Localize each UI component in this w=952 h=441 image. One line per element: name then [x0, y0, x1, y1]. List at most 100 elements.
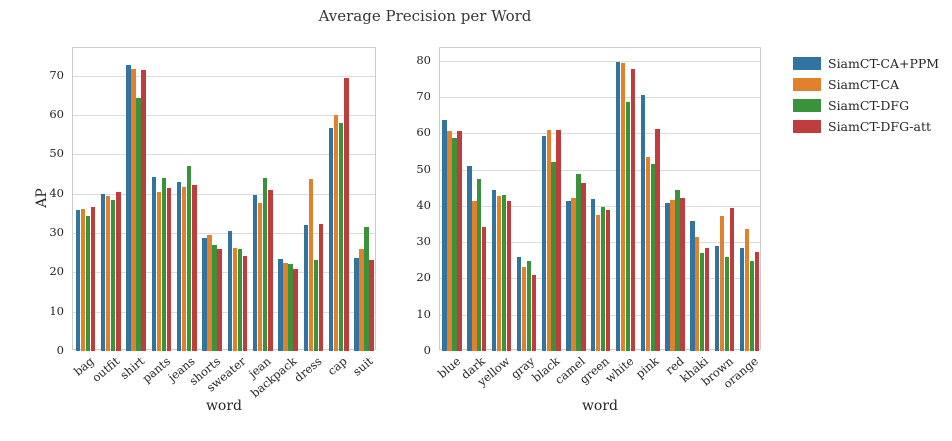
bar-SiamCT-DFG-gray	[526, 261, 532, 351]
bar-SiamCT-CA-cap	[333, 114, 339, 351]
y-tick-label: 50	[416, 161, 431, 176]
bar-SiamCT-CA-orange	[744, 229, 749, 351]
y-tick-label: 70	[416, 88, 431, 103]
bar-SiamCT-CA-pants	[156, 192, 162, 351]
bar-SiamCT-DFG-att-yellow	[506, 201, 512, 351]
y-tick-label: 20	[49, 264, 64, 279]
bar-SiamCT-DFG-att-jean	[268, 189, 273, 351]
bar-SiamCT-DFG-brown	[724, 256, 730, 351]
gridline	[73, 272, 375, 273]
legend-swatch-icon	[793, 99, 821, 112]
bar-SiamCT-CA+PPM-gray	[516, 257, 522, 351]
legend-swatch-icon	[793, 78, 821, 91]
bar-SiamCT-CA-blue	[447, 131, 452, 351]
bar-SiamCT-CA+PPM-jeans	[176, 181, 182, 351]
bar-SiamCT-CA+PPM-pink	[640, 95, 645, 351]
bar-SiamCT-CA+PPM-pants	[151, 177, 156, 351]
bar-SiamCT-DFG-sweater	[237, 249, 243, 351]
gridline	[73, 194, 375, 195]
bar-SiamCT-DFG-att-green	[605, 209, 611, 351]
bar-SiamCT-CA-white	[620, 63, 626, 351]
bar-SiamCT-DFG-att-bag	[90, 207, 96, 351]
legend-label: SiamCT-CA+PPM	[828, 56, 940, 71]
bar-SiamCT-CA-brown	[719, 215, 725, 351]
y-tick-label: 30	[416, 234, 431, 249]
bar-SiamCT-DFG-att-gray	[531, 274, 536, 351]
y-tick-label: 40	[49, 185, 64, 200]
bar-SiamCT-CA+PPM-green	[591, 199, 596, 351]
y-tick-label: 0	[56, 343, 64, 357]
gridline	[73, 115, 375, 116]
y-tick-label: 0	[423, 343, 431, 357]
bar-SiamCT-CA-jean	[257, 203, 263, 351]
legend: SiamCT-CA+PPM SiamCT-CA SiamCT-DFG SiamCT-D…	[793, 53, 939, 137]
bar-SiamCT-CA-suit	[359, 249, 364, 351]
legend-swatch-icon	[793, 57, 821, 70]
bar-SiamCT-CA+PPM-black	[541, 135, 546, 351]
x-axis-label: word	[205, 398, 243, 414]
bar-SiamCT-CA-black	[546, 130, 551, 351]
y-tick-label: 80	[416, 52, 431, 67]
bar-SiamCT-CA-red	[670, 200, 675, 351]
bar-SiamCT-CA-dress	[308, 178, 314, 351]
bar-SiamCT-DFG-att-khaki	[705, 247, 710, 351]
gridline	[440, 206, 760, 207]
bar-SiamCT-CA+PPM-backpack	[278, 258, 283, 351]
bar-SiamCT-DFG-blue	[452, 137, 457, 351]
bar-SiamCT-DFG-red	[675, 190, 680, 351]
y-tick-label: 20	[416, 270, 431, 285]
bar-SiamCT-DFG-dress	[313, 259, 319, 351]
bar-SiamCT-DFG-yellow	[501, 194, 507, 351]
bar-SiamCT-CA-backpack	[283, 262, 288, 351]
y-tick-label: 50	[49, 146, 64, 161]
x-tick-label-pink: pink	[633, 354, 662, 382]
bar-SiamCT-CA+PPM-brown	[714, 246, 720, 351]
bar-SiamCT-CA+PPM-cap	[328, 128, 334, 351]
bar-SiamCT-DFG-green	[601, 206, 606, 351]
gridline	[73, 154, 375, 155]
bar-SiamCT-DFG-white	[625, 102, 631, 351]
gridline	[440, 170, 760, 171]
bar-SiamCT-DFG-suit	[364, 227, 369, 351]
bar-SiamCT-DFG-att-pink	[655, 128, 660, 351]
legend-label: SiamCT-DFG	[828, 98, 910, 113]
y-tick-label: 30	[49, 224, 64, 239]
bar-SiamCT-DFG-att-dress	[318, 223, 324, 351]
y-tick-label: 10	[49, 303, 64, 318]
bar-SiamCT-DFG-khaki	[700, 253, 705, 351]
gridline	[73, 76, 375, 77]
x-tick-label-suit: suit	[349, 354, 376, 379]
bar-SiamCT-DFG-att-shirt	[141, 70, 146, 351]
gridline	[440, 97, 760, 98]
bar-SiamCT-DFG-att-white	[630, 68, 636, 351]
bar-SiamCT-CA-sweater	[232, 247, 238, 351]
bar-SiamCT-DFG-att-red	[680, 197, 685, 351]
bar-SiamCT-DFG-att-shorts	[217, 248, 222, 351]
bar-SiamCT-CA+PPM-white	[615, 62, 621, 351]
gridline	[440, 61, 760, 62]
bar-SiamCT-DFG-shirt	[136, 97, 141, 351]
bar-SiamCT-CA-khaki	[695, 236, 700, 351]
chart-title: Average Precision per Word	[318, 7, 532, 25]
bar-SiamCT-CA+PPM-suit	[354, 258, 359, 351]
bar-SiamCT-CA+PPM-shirt	[126, 65, 131, 351]
bar-SiamCT-DFG-shorts	[212, 244, 217, 351]
bar-SiamCT-DFG-att-sweater	[242, 256, 248, 351]
legend-entry: SiamCT-CA	[793, 74, 939, 95]
bar-SiamCT-CA-shirt	[131, 69, 136, 351]
bar-SiamCT-DFG-att-black	[556, 130, 561, 351]
bar-SiamCT-DFG-bag	[85, 216, 91, 351]
bar-SiamCT-DFG-att-cap	[344, 78, 349, 351]
bar-SiamCT-DFG-cap	[339, 122, 344, 351]
legend-entry: SiamCT-CA+PPM	[793, 53, 939, 74]
x-tick-label-outfit: outfit	[89, 354, 122, 385]
bar-SiamCT-CA-green	[596, 214, 601, 351]
bar-SiamCT-CA+PPM-orange	[739, 247, 745, 351]
bar-SiamCT-DFG-backpack	[288, 263, 293, 351]
legend-entry: SiamCT-DFG-att	[793, 116, 939, 137]
bar-SiamCT-CA+PPM-yellow	[492, 190, 497, 351]
bar-SiamCT-CA-yellow	[496, 196, 502, 351]
bar-SiamCT-CA-pink	[645, 157, 650, 351]
bar-SiamCT-CA+PPM-camel	[566, 201, 571, 351]
